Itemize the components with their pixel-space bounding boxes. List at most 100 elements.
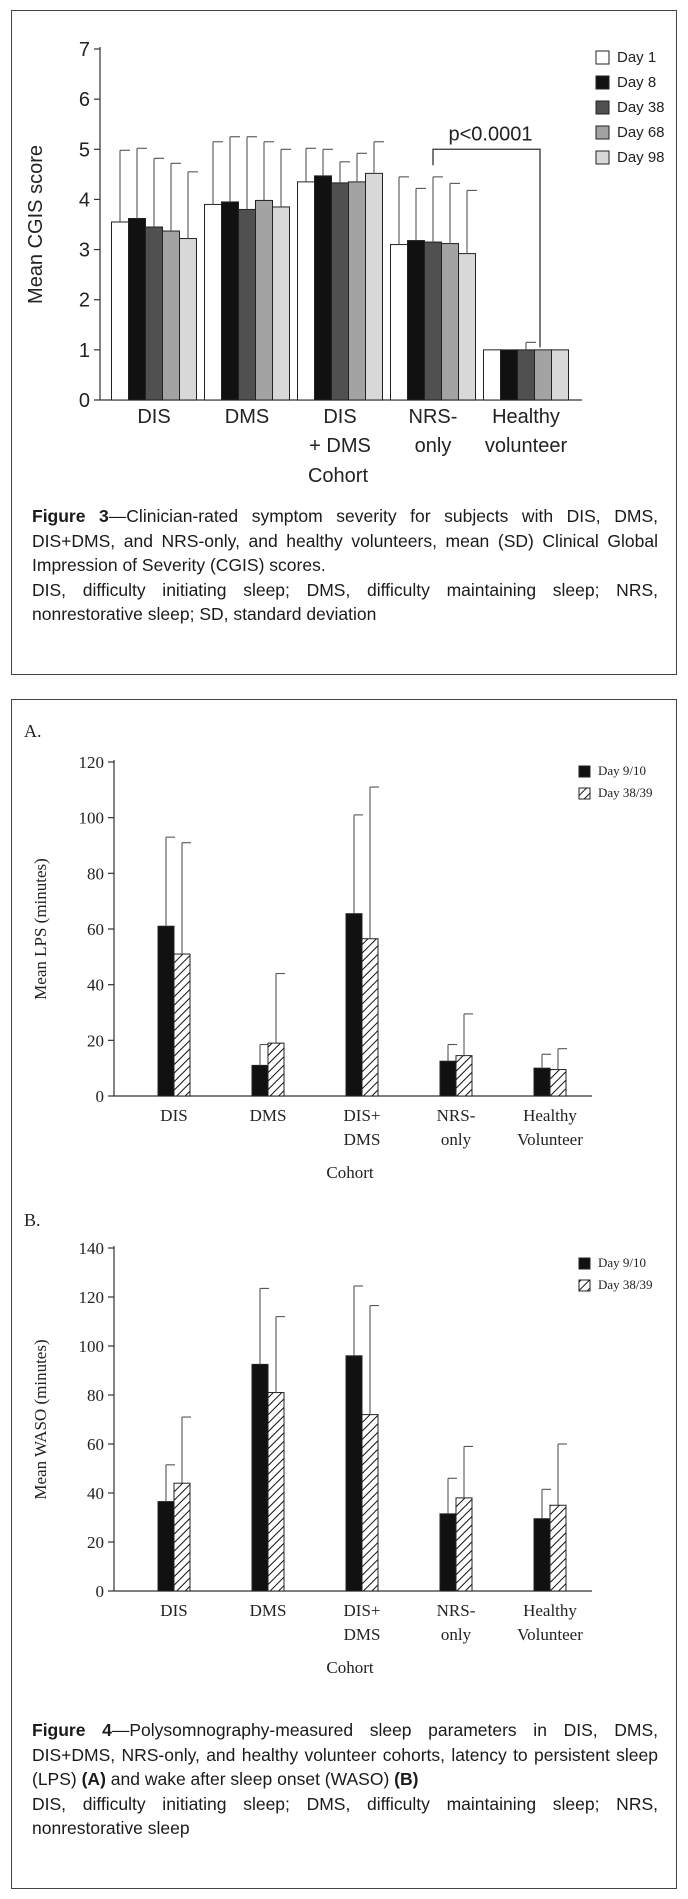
legend-label: Day 9/10 <box>598 1255 646 1270</box>
bar <box>455 1497 473 1592</box>
legend-swatch <box>578 765 591 778</box>
legend-swatch <box>595 150 610 165</box>
x-tick-label: DMS <box>344 1130 381 1149</box>
bar <box>551 349 569 401</box>
bar <box>221 201 239 401</box>
legend-label: Day 9/10 <box>598 763 646 778</box>
y-tick-label: 40 <box>87 1484 104 1503</box>
figure-3-abbreviations: DIS, difficulty initiating sleep; DMS, d… <box>32 579 658 625</box>
bar <box>204 203 222 401</box>
bar <box>238 208 256 401</box>
bar <box>272 206 290 401</box>
y-tick-label: 60 <box>87 1435 104 1454</box>
y-tick-label: 120 <box>79 753 105 772</box>
y-tick-label: 7 <box>79 39 90 61</box>
figure-4-caption: Figure 4—Polysomnography-measured sleep … <box>32 1718 658 1841</box>
bar <box>251 1363 269 1592</box>
bar <box>483 349 501 401</box>
y-tick-label: 0 <box>79 390 90 412</box>
bar <box>314 175 332 401</box>
x-tick-label: only <box>441 1130 472 1149</box>
y-tick-label: 120 <box>79 1288 105 1307</box>
x-tick-label: DMS <box>250 1601 287 1620</box>
x-tick-label: NRS- <box>409 406 458 428</box>
bar <box>361 938 379 1097</box>
bar <box>173 953 191 1097</box>
legend-label: Day 38 <box>617 99 665 116</box>
x-axis-label: Cohort <box>326 1163 374 1182</box>
legend-swatch <box>578 1279 591 1292</box>
bar <box>267 1042 285 1097</box>
legend-label: Day 38/39 <box>598 1277 653 1292</box>
legend-label: Day 1 <box>617 49 656 66</box>
bar <box>455 1055 473 1097</box>
y-tick-label: 80 <box>87 864 104 883</box>
y-tick-label: 3 <box>79 240 90 262</box>
figure-4-caption-text-2: and wake after sleep onset (WASO) <box>105 1769 395 1789</box>
legend-label: Day 98 <box>617 149 665 166</box>
bar <box>365 172 383 401</box>
bar <box>458 253 476 401</box>
legend-swatch <box>595 125 610 140</box>
bar <box>534 349 552 401</box>
bar <box>173 1482 191 1592</box>
y-tick-label: 60 <box>87 920 104 939</box>
x-tick-label: Healthy <box>523 1601 577 1620</box>
figure-4-panel: 0 20 40 60 80 100 120 Mean LPS (minutes) DIS DMS D… <box>11 699 677 1889</box>
bar <box>424 241 442 401</box>
x-tick-label: volunteer <box>485 435 568 457</box>
x-tick-label: DMS <box>250 1106 287 1125</box>
cgis-bar-chart: 0 1 2 3 4 5 6 7 Mean CGIS score DIS DMS DIS + DMS NRS… <box>25 39 665 487</box>
bar <box>500 349 518 401</box>
bar <box>297 181 315 401</box>
legend-swatch <box>578 787 591 800</box>
y-axis-label: Mean LPS (minutes) <box>31 858 50 1000</box>
bar <box>348 181 366 401</box>
x-tick-label: Volunteer <box>517 1130 583 1149</box>
x-tick-label: DIS <box>137 406 170 428</box>
x-axis-label: Cohort <box>326 1658 374 1677</box>
legend-label: Day 8 <box>617 74 656 91</box>
panel-label: B. <box>24 1210 41 1230</box>
legend-swatch <box>595 50 610 65</box>
x-tick-label: DMS <box>344 1625 381 1644</box>
x-tick-label: only <box>415 435 452 457</box>
bar <box>145 226 163 401</box>
x-tick-label: only <box>441 1625 472 1644</box>
bar <box>439 1513 457 1592</box>
bar <box>157 925 175 1097</box>
y-tick-label: 80 <box>87 1386 104 1405</box>
y-tick-label: 100 <box>79 1337 105 1356</box>
bar <box>441 243 459 401</box>
x-tick-label: DIS <box>160 1601 187 1620</box>
bar <box>255 199 273 401</box>
bar <box>162 230 180 401</box>
bar <box>361 1414 379 1592</box>
bar <box>533 1067 551 1097</box>
x-tick-label: Healthy <box>492 406 560 428</box>
x-tick-label: DIS+ <box>344 1106 381 1125</box>
legend-label: Day 68 <box>617 124 665 141</box>
bar <box>251 1064 269 1097</box>
x-tick-label: DMS <box>225 406 269 428</box>
figure-3-caption-text: —Clinician-rated symptom severity for su… <box>32 506 658 575</box>
y-tick-label: 0 <box>96 1087 105 1106</box>
x-axis-label: Cohort <box>308 465 368 487</box>
bar <box>407 240 425 401</box>
x-tick-label: DIS+ <box>344 1601 381 1620</box>
figure-4-caption-text-1: —Polysomnography-measured sleep paramete… <box>32 1720 658 1789</box>
bar <box>390 244 408 401</box>
bar <box>345 913 363 1097</box>
y-tick-label: 0 <box>96 1582 105 1601</box>
x-tick-label: NRS- <box>437 1106 476 1125</box>
x-tick-label: DIS <box>160 1106 187 1125</box>
x-tick-label: DIS <box>323 406 356 428</box>
legend-swatch <box>595 75 610 90</box>
bar <box>111 221 129 401</box>
y-tick-label: 2 <box>79 290 90 312</box>
bar <box>157 1501 175 1592</box>
x-tick-label: Healthy <box>523 1106 577 1125</box>
figure-3-caption: Figure 3—Clinician-rated symptom severit… <box>32 504 658 627</box>
bar <box>128 217 146 401</box>
legend-swatch <box>595 100 610 115</box>
